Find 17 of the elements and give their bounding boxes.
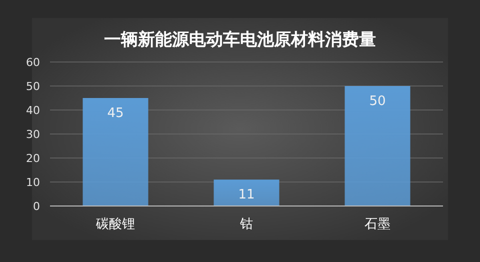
chart-title: 一辆新能源电动车电池原材料消费量 — [104, 30, 376, 50]
y-tick-label: 40 — [26, 104, 40, 117]
x-tick-label: 碳酸锂 — [95, 217, 135, 232]
y-tick-label: 10 — [26, 176, 40, 189]
bar — [344, 86, 410, 206]
data-label: 11 — [238, 188, 255, 203]
x-tick-label: 钴 — [239, 217, 253, 232]
data-label: 50 — [369, 94, 386, 109]
y-tick-label: 0 — [33, 200, 40, 213]
x-tick-label: 石墨 — [364, 217, 390, 232]
y-tick-label: 30 — [26, 128, 40, 141]
bar — [82, 98, 148, 206]
y-tick-label: 60 — [26, 56, 40, 69]
data-label: 45 — [107, 106, 124, 121]
bar — [214, 180, 280, 206]
y-tick-label: 50 — [26, 80, 40, 93]
y-tick-label: 20 — [26, 152, 40, 165]
